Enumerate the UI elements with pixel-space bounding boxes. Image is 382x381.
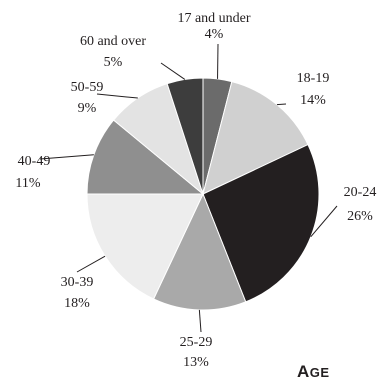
pie-slices xyxy=(86,77,320,311)
slice-value-label-2: 14% xyxy=(300,93,326,108)
pie-slice-6 xyxy=(86,119,205,195)
leader-line-6 xyxy=(39,154,94,160)
pie-slice-8 xyxy=(166,77,204,195)
slice-category-label-4: 25-29 xyxy=(180,335,213,350)
slice-category-label-6: 40-49 xyxy=(18,154,51,169)
leader-line-7 xyxy=(96,93,138,99)
slice-category-label-5: 30-39 xyxy=(61,275,94,290)
leader-line-8 xyxy=(160,62,186,80)
chart-title: AGE xyxy=(297,362,330,381)
slice-category-label-8: 60 and over xyxy=(80,34,146,49)
leader-line-4 xyxy=(198,309,202,333)
leader-lines xyxy=(39,43,338,333)
pie-slice-4 xyxy=(152,192,247,311)
slice-value-label-5: 18% xyxy=(64,296,90,311)
slice-value-label-1: 4% xyxy=(205,27,224,42)
slice-category-label-2: 18-19 xyxy=(297,71,330,86)
slice-category-label-1: 17 and under xyxy=(177,11,250,26)
slice-value-label-8: 5% xyxy=(104,55,123,70)
pie-slice-5 xyxy=(86,193,204,300)
slice-category-label-7: 50-59 xyxy=(71,80,104,95)
slice-category-label-3: 20-24 xyxy=(344,185,377,200)
slice-value-label-6: 11% xyxy=(15,176,40,191)
slice-value-label-7: 9% xyxy=(78,101,97,116)
chart-title-initial: A xyxy=(297,362,310,381)
slice-value-label-3: 26% xyxy=(347,209,373,224)
leader-line-3 xyxy=(310,205,338,238)
chart-title-rest: GE xyxy=(310,365,330,380)
leader-line-5 xyxy=(76,255,106,273)
leader-line-2 xyxy=(276,103,287,106)
slice-value-label-4: 13% xyxy=(183,355,209,370)
